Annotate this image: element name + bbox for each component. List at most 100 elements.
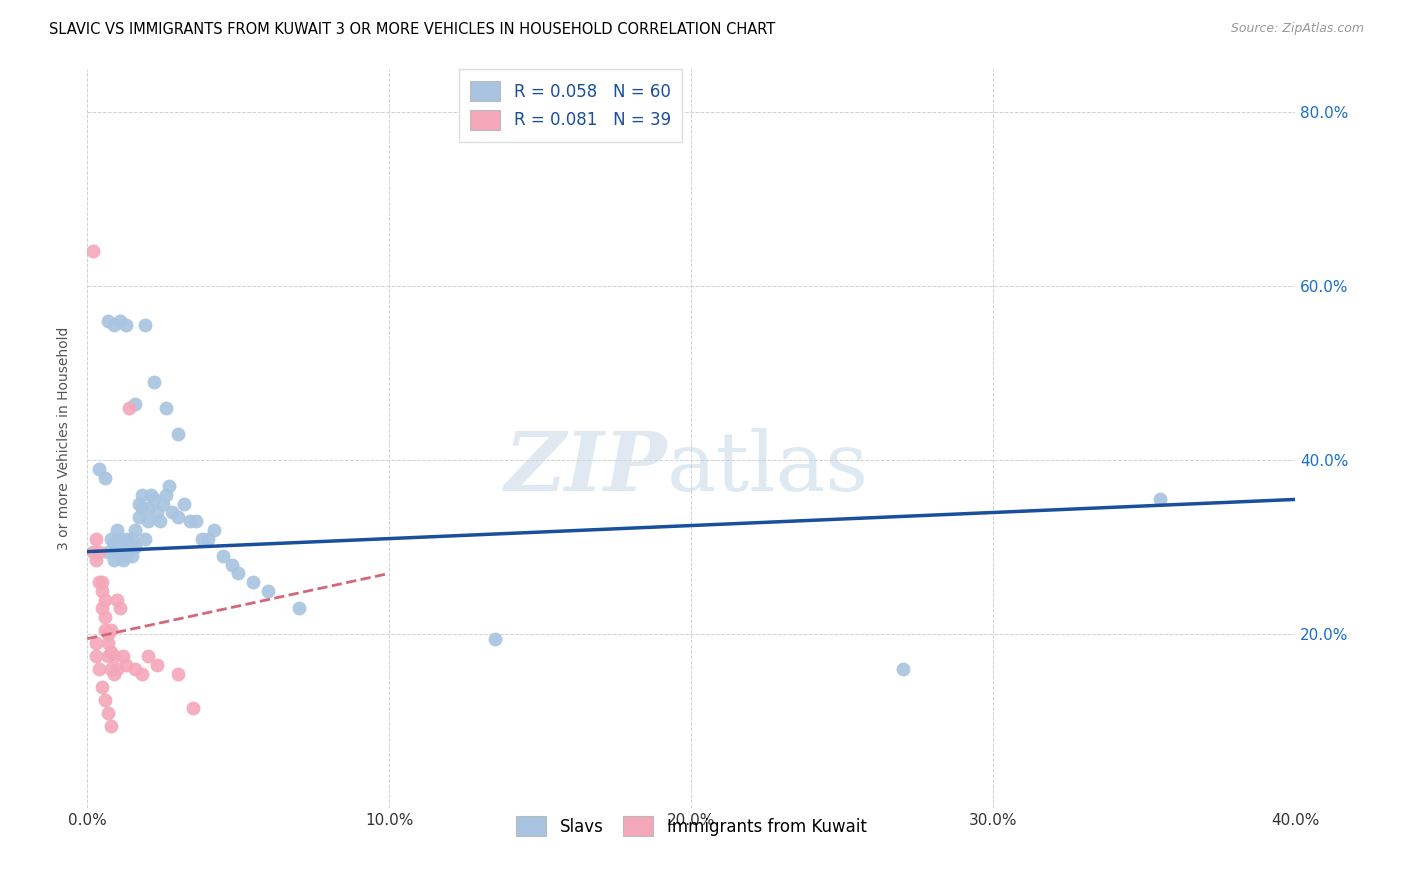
Point [155, 488, 177, 502]
Y-axis label: 3 or more Vehicles in Household: 3 or more Vehicles in Household [58, 326, 72, 550]
Point [1149, 492, 1171, 507]
Point [94, 592, 117, 607]
Point [112, 553, 135, 567]
Point [97, 649, 120, 664]
Point [91, 583, 114, 598]
Point [152, 497, 174, 511]
Point [118, 544, 141, 558]
Point [118, 536, 141, 550]
Point [166, 509, 188, 524]
Point [84, 532, 107, 546]
Point [166, 666, 188, 681]
Point [131, 666, 153, 681]
Point [82, 544, 104, 558]
Point [89, 462, 111, 476]
Point [103, 553, 125, 567]
Point [139, 488, 162, 502]
Point [89, 662, 111, 676]
Point [115, 318, 138, 333]
Point [105, 523, 128, 537]
Point [257, 583, 280, 598]
Point [105, 592, 128, 607]
Point [91, 601, 114, 615]
Point [112, 649, 135, 664]
Point [173, 497, 195, 511]
Point [155, 401, 177, 415]
Point [105, 662, 128, 676]
Point [94, 692, 117, 706]
Legend: Slavs, Immigrants from Kuwait: Slavs, Immigrants from Kuwait [508, 807, 875, 845]
Text: Source: ZipAtlas.com: Source: ZipAtlas.com [1230, 22, 1364, 36]
Point [110, 532, 132, 546]
Point [115, 549, 138, 563]
Point [134, 532, 156, 546]
Point [121, 532, 143, 546]
Point [134, 318, 156, 333]
Point [149, 514, 172, 528]
Point [145, 657, 167, 672]
Point [157, 479, 180, 493]
Point [97, 627, 120, 641]
Point [136, 514, 159, 528]
Point [103, 666, 125, 681]
Point [94, 610, 117, 624]
Point [97, 636, 120, 650]
Point [128, 497, 150, 511]
Point [221, 558, 243, 572]
Point [115, 532, 138, 546]
Point [100, 532, 122, 546]
Point [103, 318, 125, 333]
Point [184, 514, 207, 528]
Point [100, 623, 122, 637]
Point [105, 541, 128, 555]
Point [212, 549, 235, 563]
Point [160, 506, 183, 520]
Point [142, 492, 165, 507]
Point [287, 601, 309, 615]
Point [97, 314, 120, 328]
Point [131, 501, 153, 516]
Point [91, 575, 114, 590]
Point [84, 636, 107, 650]
Point [181, 701, 204, 715]
Point [89, 575, 111, 590]
Point [100, 645, 122, 659]
Point [145, 506, 167, 520]
Point [112, 536, 135, 550]
Point [891, 662, 914, 676]
Point [118, 401, 141, 415]
Point [97, 706, 120, 720]
Text: SLAVIC VS IMMIGRANTS FROM KUWAIT 3 OR MORE VEHICLES IN HOUSEHOLD CORRELATION CHA: SLAVIC VS IMMIGRANTS FROM KUWAIT 3 OR MO… [49, 22, 776, 37]
Point [84, 553, 107, 567]
Point [142, 375, 165, 389]
Text: atlas: atlas [666, 428, 869, 508]
Point [110, 601, 132, 615]
Point [124, 541, 146, 555]
Point [110, 544, 132, 558]
Point [191, 532, 214, 546]
Point [110, 314, 132, 328]
Point [136, 649, 159, 664]
Point [124, 397, 146, 411]
Point [166, 427, 188, 442]
Point [131, 488, 153, 502]
Point [94, 470, 117, 484]
Point [202, 523, 225, 537]
Point [89, 544, 111, 558]
Point [94, 623, 117, 637]
Text: ZIP: ZIP [505, 428, 666, 508]
Point [97, 544, 120, 558]
Point [100, 719, 122, 733]
Point [82, 244, 104, 259]
Point [124, 523, 146, 537]
Point [103, 536, 125, 550]
Point [91, 680, 114, 694]
Point [179, 514, 201, 528]
Point [100, 662, 122, 676]
Point [242, 575, 264, 590]
Point [115, 657, 138, 672]
Point [121, 549, 143, 563]
Point [103, 649, 125, 664]
Point [484, 632, 506, 646]
Point [124, 662, 146, 676]
